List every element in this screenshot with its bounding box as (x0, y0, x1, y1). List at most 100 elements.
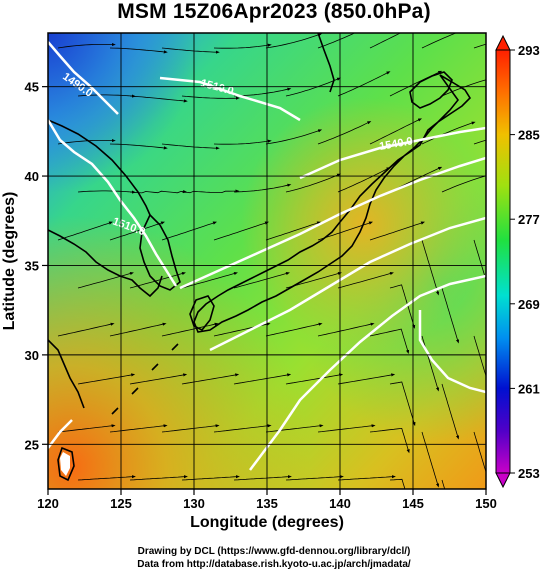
height-contours (48, 41, 486, 471)
streamline (473, 335, 486, 378)
x-axis-title: Longitude (degrees) (190, 514, 344, 531)
x-tick-label: 130 (183, 496, 205, 511)
streamline (369, 328, 410, 355)
streamline (161, 322, 219, 337)
streamline (389, 284, 416, 329)
streamline (285, 173, 341, 193)
streamline (441, 287, 460, 344)
streamline (369, 118, 423, 145)
streamline (181, 373, 240, 385)
streamline (421, 431, 440, 488)
streamline (57, 138, 116, 145)
streamline (181, 272, 238, 289)
x-tick-label: 125 (110, 496, 132, 511)
streamline (109, 143, 168, 150)
streamline (473, 43, 486, 49)
y-axis-ticks: 25 30 35 40 45 (25, 80, 48, 452)
streamline (441, 383, 460, 440)
colorbar-top-arrow (495, 34, 511, 51)
streamline (161, 424, 220, 433)
streamline (421, 121, 476, 145)
colorbar-tick-label: 261 (518, 381, 540, 396)
streamline (473, 431, 486, 474)
streamline (233, 475, 292, 481)
streamline (233, 183, 292, 193)
streamline (57, 322, 115, 337)
credit-drawing: Drawing by DCL (https://www.gfd-dennou.o… (137, 546, 411, 557)
lat-lon-grid (48, 33, 486, 489)
colorbar-scale (495, 49, 511, 474)
streamline (473, 139, 486, 145)
map-title: MSM 15Z06Apr2023 (850.0hPa) (117, 0, 431, 23)
colorbar-tick-label: 285 (518, 128, 540, 143)
streamline (317, 322, 375, 337)
streamline (109, 47, 168, 54)
credit-data-source: Data from http://database.rish.kyoto-u.a… (137, 559, 411, 570)
streamline (233, 87, 292, 97)
colorbar-tick-label: 269 (518, 297, 540, 312)
x-tick-label: 120 (37, 496, 59, 511)
streamline (129, 190, 188, 194)
x-tick-label: 140 (329, 496, 351, 511)
streamline (389, 381, 416, 427)
colorbar-bottom-arrow (495, 472, 511, 489)
coastlines (48, 33, 472, 482)
streamline (369, 427, 410, 454)
streamline (77, 94, 136, 98)
streamline (337, 167, 391, 193)
streamline (337, 71, 391, 97)
x-tick-label: 150 (475, 496, 497, 511)
streamline (421, 335, 440, 392)
streamline (57, 221, 113, 241)
streamline (161, 143, 220, 150)
streamline (109, 322, 167, 337)
colorbar: 293 285 277 269 261 253 (495, 34, 540, 489)
x-axis-ticks: 120 125 130 135 140 145 150 (37, 489, 497, 511)
streamline (337, 373, 396, 385)
y-tick-label: 40 (25, 169, 39, 184)
x-tick-label: 135 (256, 496, 278, 511)
streamline (181, 95, 240, 100)
streamline (161, 47, 220, 54)
streamline (421, 239, 440, 296)
y-tick-label: 45 (25, 80, 39, 95)
colorbar-ticks: 293 285 277 269 261 253 (510, 43, 540, 481)
streamline (77, 272, 134, 289)
streamline (285, 373, 344, 385)
streamline (161, 221, 217, 241)
streamline (317, 424, 376, 433)
streamline (77, 373, 136, 385)
streamline (213, 424, 272, 433)
streamline (77, 475, 136, 481)
streamline (369, 221, 425, 241)
y-tick-label: 35 (25, 258, 39, 273)
streamline (265, 221, 321, 241)
streamline (57, 424, 116, 433)
y-tick-label: 30 (25, 348, 39, 363)
colorbar-tick-label: 277 (518, 212, 540, 227)
streamline (181, 475, 240, 481)
streamline (181, 189, 240, 194)
wind-streamlines (57, 33, 486, 489)
streamline (317, 121, 372, 145)
y-tick-label: 25 (25, 437, 39, 452)
streamline (233, 373, 292, 385)
streamline (285, 475, 344, 481)
streamline (213, 43, 272, 49)
streamline (129, 373, 188, 385)
taiwan-island (60, 452, 70, 476)
streamline (473, 239, 486, 282)
contour-label-4: 1540.0 (378, 135, 413, 153)
streamline (265, 322, 323, 337)
streamline (57, 42, 116, 49)
streamline (129, 475, 188, 481)
streamline (233, 272, 290, 289)
streamline (77, 190, 136, 194)
y-axis-title: Latitude (degrees) (1, 192, 18, 331)
streamline (265, 424, 324, 433)
streamline (129, 95, 188, 103)
colorbar-tick-label: 253 (518, 466, 540, 481)
streamline (109, 424, 168, 433)
streamline (285, 77, 341, 97)
